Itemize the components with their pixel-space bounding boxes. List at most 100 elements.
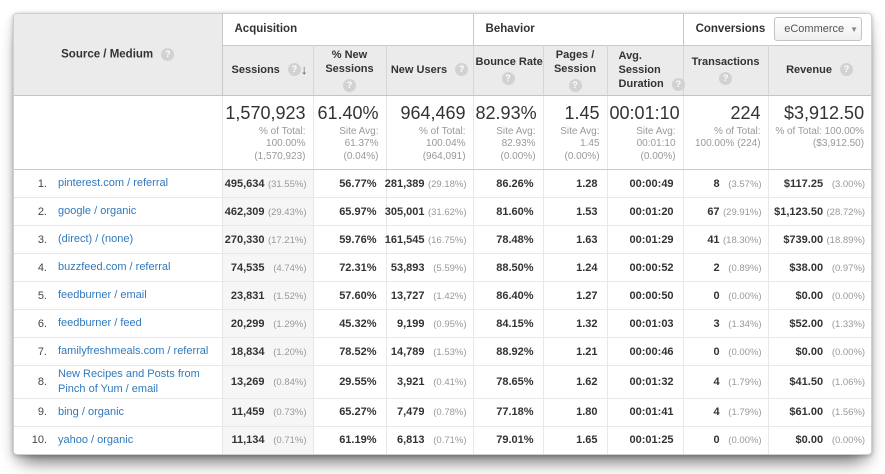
sessions-cell: 270,330 (17.21%) (221, 225, 313, 254)
avg-session-duration-cell: 00:01:32 (606, 365, 684, 399)
source-medium-link[interactable]: pinterest.com / referral (58, 177, 169, 190)
analytics-report-table: Source / Medium ? Acquisition Behavior C… (13, 13, 872, 456)
source-medium-link[interactable]: google / organic (58, 205, 137, 218)
row-rank: 3. (37, 233, 47, 246)
pages-session-cell: 1.28 (542, 169, 608, 198)
help-icon[interactable]: ? (161, 47, 175, 61)
sessions-cell: 11,459 (0.73%) (221, 397, 313, 427)
new-sessions-cell: 65.97% (312, 197, 386, 226)
table-row: 10. yahoo / organic 11,134 (0.71%) 61.19… (14, 425, 871, 455)
help-icon[interactable]: ? (501, 72, 515, 86)
help-icon[interactable]: ? (671, 77, 685, 91)
pages-session-label: Pages / Session (553, 48, 597, 75)
table-body: 1,570,923 % of Total: 100.00% (1,570,923… (14, 95, 871, 455)
row-rank: 9. (37, 406, 47, 419)
new-users-label: New Users (390, 63, 448, 76)
help-icon[interactable]: ? (287, 63, 301, 77)
source-medium-cell: 3. (direct) / (none) (14, 225, 222, 254)
source-medium-cell: 8. New Recipes and Posts from Pinch of Y… (14, 365, 222, 399)
bounce-rate-cell: 86.40% (472, 281, 544, 310)
group-header-acquisition: Acquisition (221, 14, 474, 45)
sessions-cell: 11,134 (0.71%) (221, 425, 313, 455)
revenue-cell: $0.00 (0.00%) (767, 337, 871, 366)
bounce-rate-cell: 86.26% (472, 169, 544, 198)
source-medium-link[interactable]: (direct) / (none) (58, 233, 134, 246)
source-medium-cell: 10. yahoo / organic (14, 425, 222, 455)
source-medium-link[interactable]: familyfreshmeals.com / referral (58, 345, 209, 358)
bounce-rate-cell: 88.50% (472, 253, 544, 282)
table-row: 6. feedburner / feed 20,299 (1.29%) 45.3… (14, 309, 871, 338)
source-medium-link[interactable]: yahoo / organic (58, 434, 134, 447)
source-medium-link[interactable]: bing / organic (58, 405, 125, 418)
new-users-cell: 13,727 (1.42%) (385, 281, 474, 310)
help-icon[interactable]: ? (840, 63, 854, 77)
conversions-label: Conversions (695, 23, 766, 36)
bounce-rate-cell: 88.92% (472, 337, 544, 366)
row-rank: 5. (37, 289, 47, 302)
row-rank: 2. (37, 205, 47, 218)
sessions-cell: 462,309 (29.43%) (221, 197, 313, 226)
table-row: 8. New Recipes and Posts from Pinch of Y… (14, 365, 871, 399)
source-medium-cell: 2. google / organic (14, 197, 222, 226)
table-row: 9. bing / organic 11,459 (0.73%) 65.27% … (14, 397, 871, 427)
conversions-type-dropdown[interactable]: eCommerce ▼ (774, 17, 863, 42)
pages-session-cell: 1.62 (542, 365, 608, 399)
column-header-avg-session-duration[interactable]: Avg. Session Duration ? (606, 44, 685, 96)
pages-session-cell: 1.65 (542, 425, 608, 455)
dropdown-caret-icon: ▼ (850, 24, 859, 34)
column-header-pages-session[interactable]: Pages / Session ? (542, 44, 608, 96)
source-medium-cell: 7. familyfreshmeals.com / referral (14, 337, 222, 366)
transactions-cell: 67 (29.91%) (682, 197, 769, 226)
revenue-cell: $41.50 (1.06%) (767, 365, 871, 399)
transactions-cell: 4 (1.79%) (682, 365, 769, 399)
pages-session-cell: 1.53 (542, 197, 608, 226)
column-header-source-medium[interactable]: Source / Medium ? (14, 14, 223, 96)
transactions-cell: 2 (0.89%) (682, 253, 769, 282)
transactions-cell: 0 (0.00%) (682, 337, 769, 366)
row-rank: 4. (37, 261, 47, 274)
column-header-bounce-rate[interactable]: Bounce Rate ? (472, 44, 544, 96)
column-header-revenue[interactable]: Revenue ? (767, 44, 871, 96)
new-sessions-cell: 59.76% (312, 225, 386, 254)
new-sessions-cell: 29.55% (312, 365, 386, 399)
row-rank: 7. (37, 345, 47, 358)
revenue-cell: $52.00 (1.33%) (767, 309, 871, 338)
table-row: 3. (direct) / (none) 270,330 (17.21%) 59… (14, 225, 871, 254)
revenue-cell: $739.00 (18.89%) (767, 225, 871, 254)
avg-session-duration-cell: 00:01:25 (606, 425, 684, 455)
bounce-rate-cell: 77.18% (472, 397, 544, 427)
table-row: 4. buzzfeed.com / referral 74,535 (4.74%… (14, 253, 871, 282)
column-header-sessions[interactable]: Sessions ? ↓ (221, 44, 314, 96)
revenue-cell: $61.00 (1.56%) (767, 397, 871, 427)
sort-descending-icon[interactable]: ↓ (300, 61, 308, 77)
new-sessions-cell: 78.52% (312, 337, 386, 366)
new-sessions-cell: 65.27% (312, 397, 386, 427)
bounce-rate-cell: 78.65% (472, 365, 544, 399)
transactions-cell: 8 (3.57%) (682, 169, 769, 198)
new-sessions-cell: 61.19% (312, 425, 386, 455)
bounce-rate-cell: 84.15% (472, 309, 544, 338)
help-icon[interactable]: ? (719, 72, 733, 86)
sessions-cell: 18,834 (1.20%) (221, 337, 313, 366)
avg-session-duration-cell: 00:00:46 (606, 337, 684, 366)
new-users-cell: 6,813 (0.71%) (385, 425, 474, 455)
help-icon[interactable]: ? (343, 79, 356, 93)
new-sessions-cell: 72.31% (312, 253, 386, 282)
column-header-new-sessions[interactable]: % New Sessions ? (312, 44, 387, 96)
row-rank: 10. (31, 434, 47, 447)
column-header-transactions[interactable]: Transactions ? (682, 44, 769, 96)
help-icon[interactable]: ? (455, 63, 469, 77)
duration-label: Duration (618, 78, 664, 91)
source-medium-link[interactable]: buzzfeed.com / referral (58, 261, 171, 274)
pages-session-cell: 1.63 (542, 225, 608, 254)
totals-pages-session: 1.45 Site Avg: 1.45 (0.00%) (542, 95, 608, 170)
avg-session-duration-cell: 00:00:50 (606, 281, 684, 310)
column-header-new-users[interactable]: New Users ? (385, 44, 474, 96)
source-medium-link[interactable]: New Recipes and Posts from Pinch of Yum … (58, 368, 200, 395)
totals-empty-cell (14, 95, 222, 170)
source-medium-link[interactable]: feedburner / email (58, 289, 147, 302)
help-icon[interactable]: ? (568, 79, 582, 93)
source-medium-link[interactable]: feedburner / feed (58, 317, 142, 330)
new-users-cell: 9,199 (0.95%) (385, 309, 474, 338)
pages-session-cell: 1.32 (542, 309, 608, 338)
